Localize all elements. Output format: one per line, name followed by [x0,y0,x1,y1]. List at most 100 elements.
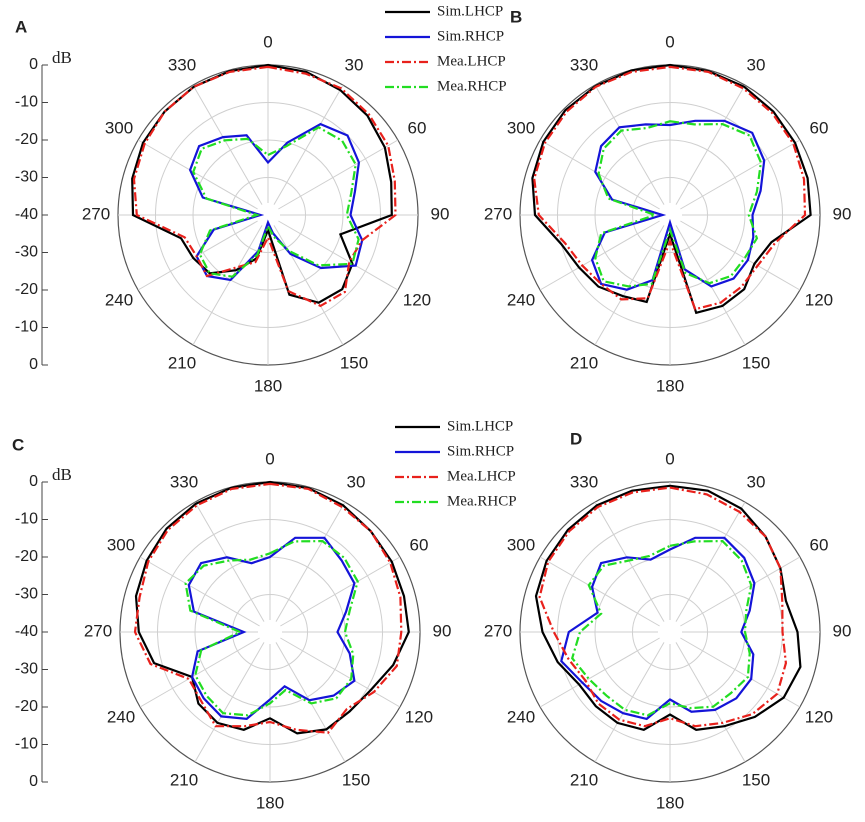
spoke [273,84,344,205]
angle-label: 210 [570,770,598,789]
angle-label: 150 [342,770,370,789]
pattern-line [188,122,364,282]
r-tick-label: -40 [15,206,38,223]
spoke [192,84,263,205]
angle-label: 60 [409,535,428,554]
r-tick-label: -30 [15,661,38,678]
angle-label: 300 [507,118,535,137]
angle-label: 270 [484,621,512,640]
angle-label: 120 [805,707,833,726]
spoke [680,637,801,708]
spoke [192,225,263,346]
angle-label: 330 [570,473,598,492]
r-tick-label: 0 [29,56,38,73]
angle-label: 30 [747,473,766,492]
r-tick-label: -20 [15,698,38,715]
angle-label: 0 [665,32,674,51]
angle-label: 270 [84,621,112,640]
legend-label: Sim.LHCP [437,3,503,19]
pattern-line [570,539,753,717]
spoke [680,220,801,291]
spoke [539,220,660,291]
angle-label: 90 [433,621,452,640]
pattern-line [533,65,807,311]
angle-label: 90 [833,621,852,640]
angle-label: 240 [507,707,535,726]
angle-label: 330 [168,56,196,75]
spoke [675,84,746,205]
angle-label: 30 [347,473,366,492]
angle-label: 180 [656,376,684,395]
panel-label: A [15,17,27,36]
pattern-line [187,536,356,721]
angle-label: 270 [484,204,512,223]
r-tick-label: 0 [29,473,38,490]
legend-label: Mea.RHCP [437,78,507,94]
r-tick-label: -30 [15,586,38,603]
r-tick-label: -20 [15,131,38,148]
r-tick-label: 0 [29,773,38,790]
r-axis-label: dB [52,465,72,484]
angle-label: 180 [656,793,684,812]
r-tick-label: -40 [15,623,38,640]
r-tick-label: -20 [15,548,38,565]
r-tick-label: -10 [15,511,38,528]
pattern-line [534,484,802,731]
legend-label: Sim.RHCP [437,28,504,44]
angle-label: 180 [254,376,282,395]
angle-label: 0 [265,449,274,468]
angle-label: 120 [403,290,431,309]
angle-label: 150 [340,353,368,372]
r-tick-label: -30 [15,169,38,186]
r-axis-label: dB [52,48,72,67]
pattern-line [594,120,763,288]
legend-label: Sim.RHCP [447,443,514,459]
angle-label: 210 [170,770,198,789]
angle-label: 0 [665,449,674,468]
legend-label: Mea.RHCP [447,493,517,509]
pattern-line [531,63,812,315]
angle-label: 210 [168,353,196,372]
spoke [278,139,399,210]
angle-label: 30 [747,56,766,75]
angle-label: 300 [105,118,133,137]
angle-label: 270 [82,204,110,223]
pattern-line [184,539,359,717]
angle-label: 90 [833,204,852,223]
spoke [594,642,665,763]
r-tick-label: -30 [15,244,38,261]
spoke [594,84,665,205]
spoke [539,637,660,708]
angle-label: 60 [809,118,828,137]
spoke [139,556,260,627]
panel-label: C [12,435,24,454]
angle-label: 60 [809,535,828,554]
pattern-line [134,480,410,735]
panel-label: D [570,429,582,448]
pattern-line [133,482,403,734]
r-tick-label: -20 [15,281,38,298]
spoke [594,225,665,346]
spoke [275,501,346,622]
angle-label: 240 [507,290,535,309]
angle-label: 0 [263,32,272,51]
angle-label: 60 [407,118,426,137]
r-tick-label: -10 [15,736,38,753]
r-tick-label: -10 [15,319,38,336]
spoke [139,637,260,708]
angle-label: 300 [507,535,535,554]
angle-label: 330 [570,56,598,75]
angle-label: 150 [742,353,770,372]
spoke [680,139,801,210]
angle-label: 240 [107,707,135,726]
spoke [194,642,265,763]
angle-label: 180 [256,793,284,812]
legend-label: Mea.LHCP [447,468,516,484]
spoke [278,220,399,291]
pattern-line [132,65,397,308]
legend-label: Sim.LHCP [447,418,513,434]
pattern-line [590,119,766,291]
spoke [137,139,258,210]
pattern-line [560,536,756,721]
spoke [539,556,660,627]
